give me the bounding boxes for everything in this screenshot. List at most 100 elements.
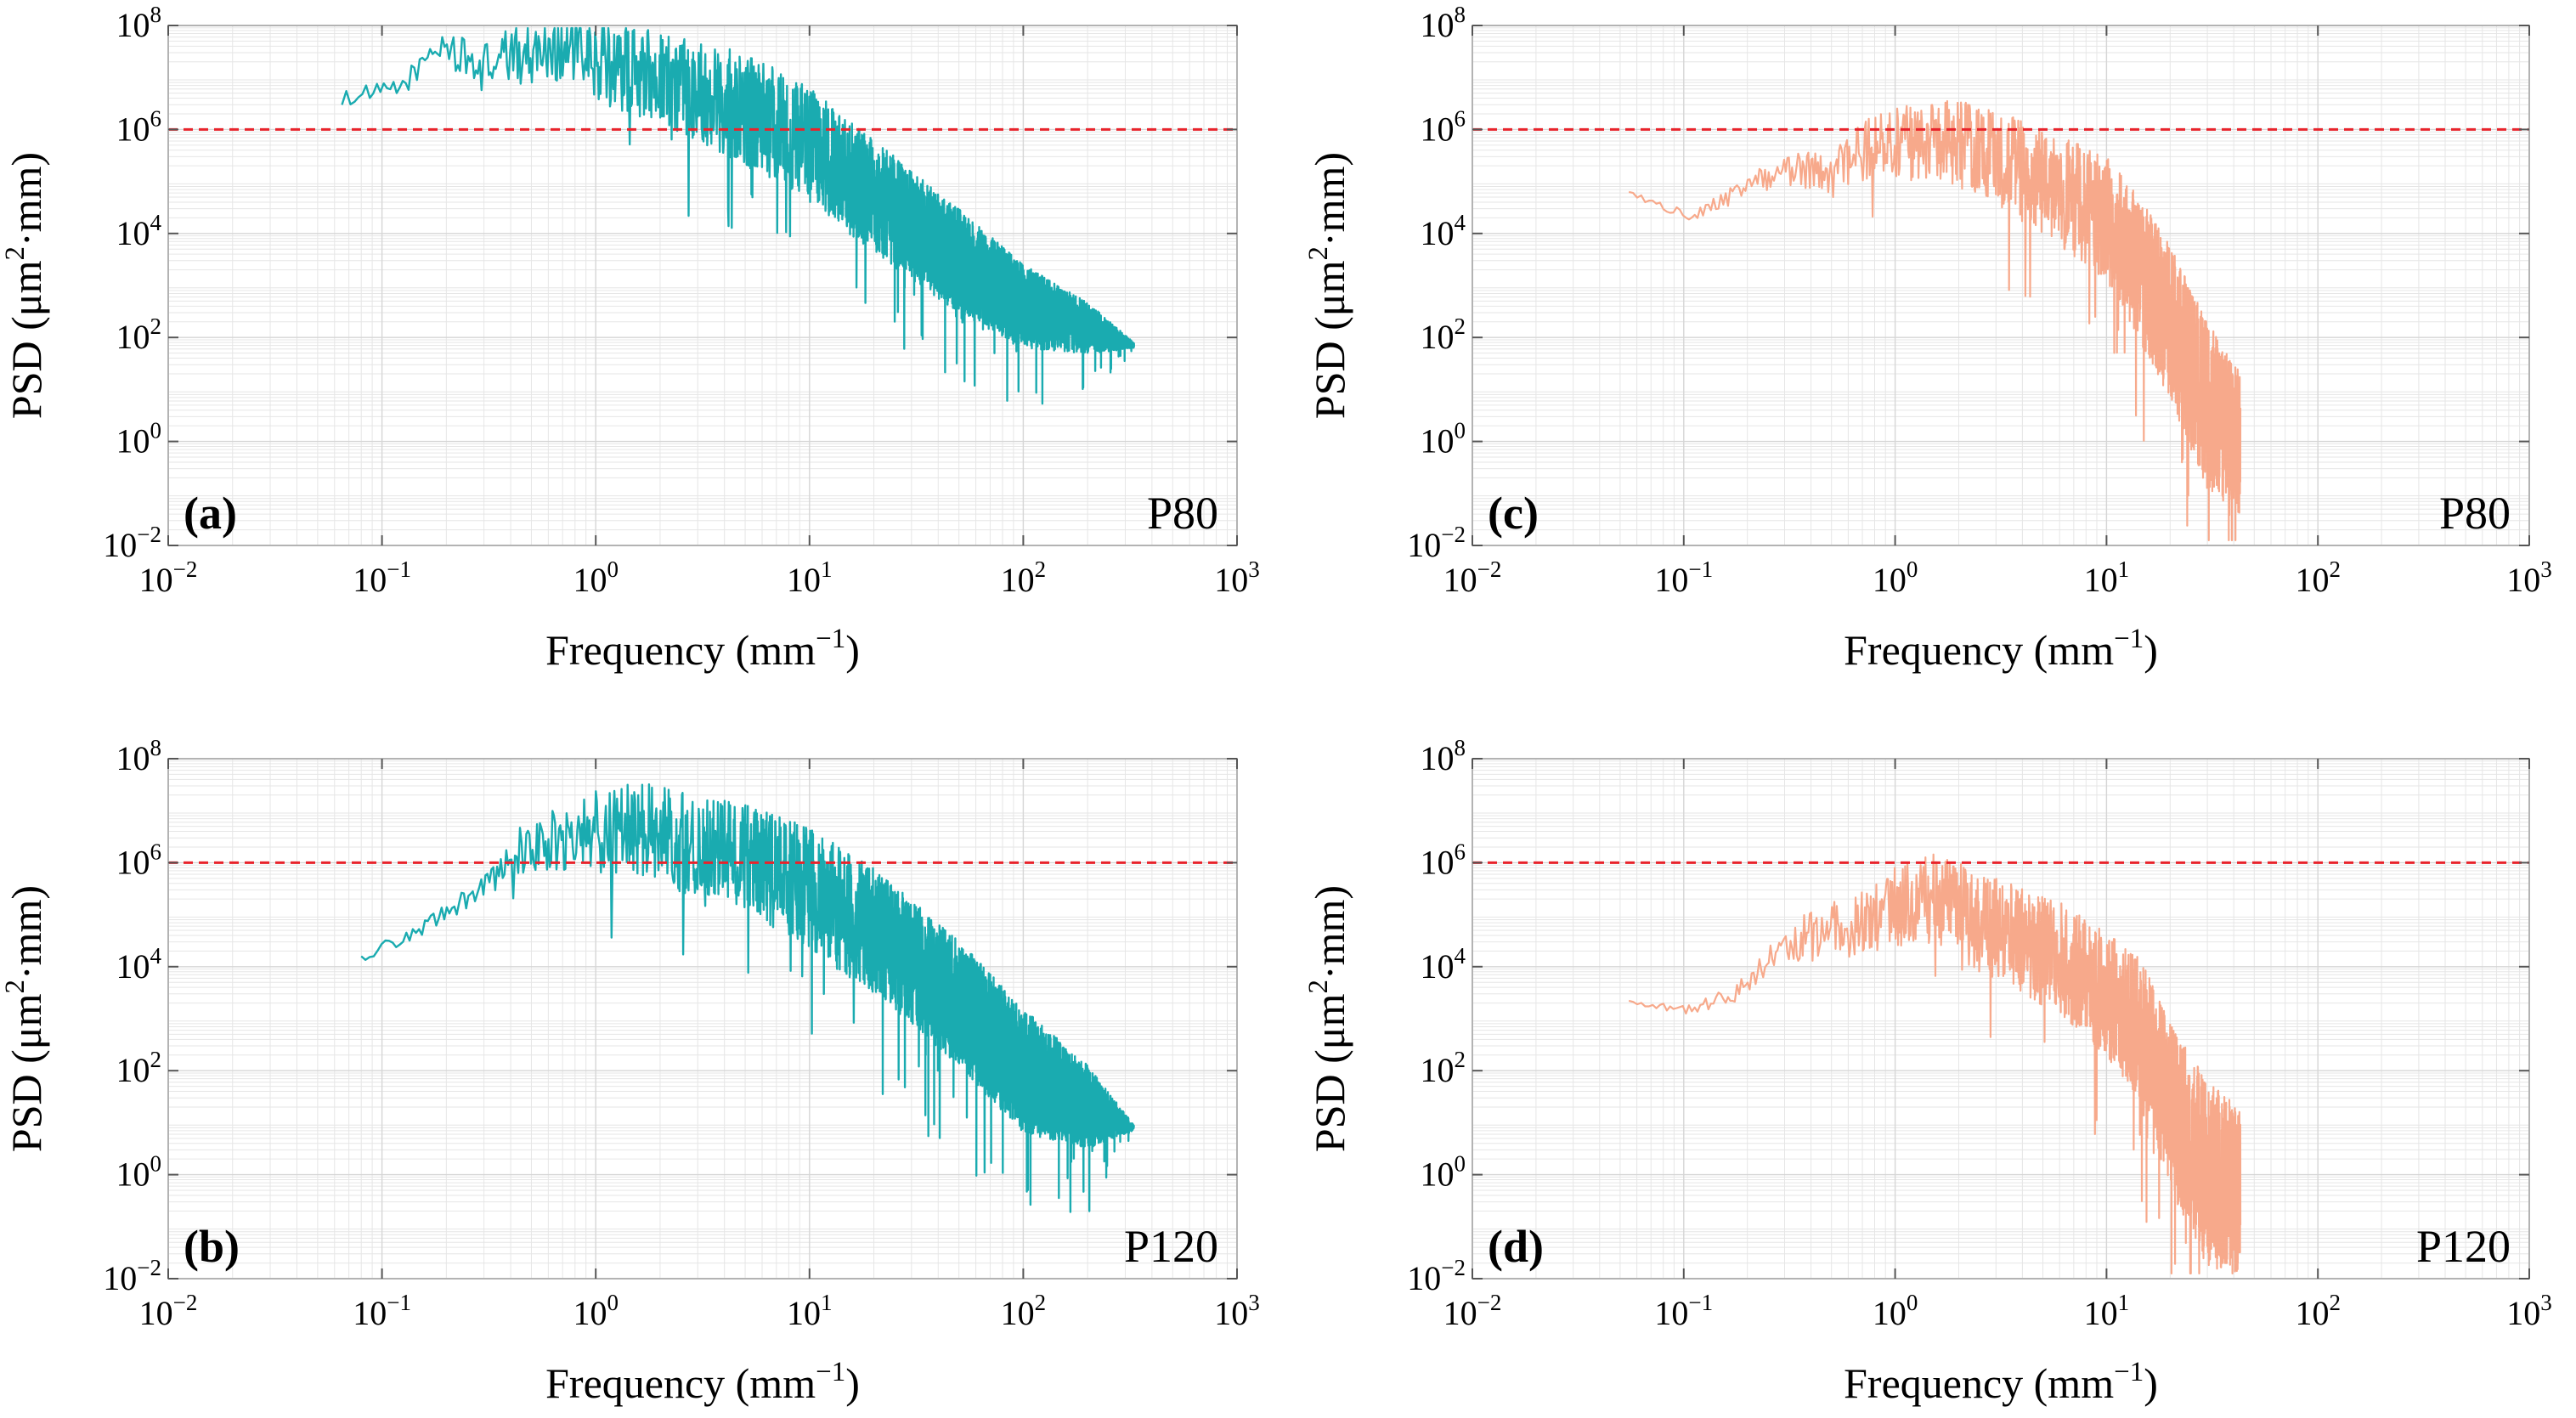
tick-base: 10 [1214, 1294, 1248, 1332]
tick-base: 10 [103, 1259, 137, 1297]
tick-exponent: −1 [1688, 556, 1713, 582]
tick-base: 10 [2084, 561, 2118, 599]
x-tick-label: 10−2 [139, 1290, 198, 1332]
tick-base: 10 [1407, 526, 1441, 564]
y-tick-label: 10−2 [1407, 522, 1466, 564]
tick-base: 10 [139, 561, 173, 599]
x-axis-label-text: Frequency (mm [1844, 626, 2114, 674]
tick-base: 10 [1421, 318, 1455, 356]
tick-exponent: 2 [2329, 1290, 2341, 1315]
x-tick-label: 102 [2295, 1290, 2341, 1332]
tick-base: 10 [1001, 561, 1035, 599]
tick-exponent: −2 [137, 1255, 161, 1280]
x-tick-label: 10−1 [1654, 1290, 1713, 1332]
y-tick-label: 104 [116, 210, 162, 252]
tick-base: 10 [116, 1051, 150, 1089]
tick-exponent: −1 [1688, 1290, 1713, 1315]
tick-exponent: 4 [150, 943, 162, 969]
tick-exponent: 2 [2329, 556, 2341, 582]
y-tick-label: 10−2 [1407, 1255, 1466, 1297]
psd-series-line [1628, 99, 2242, 542]
axes-frame [1472, 758, 2530, 1280]
tick-base: 10 [1421, 422, 1455, 460]
tick-base: 10 [787, 1294, 821, 1332]
x-axis-label-text: Frequency (mm [1844, 1359, 2114, 1407]
x-tick-label: 101 [787, 556, 833, 599]
tick-exponent: 3 [1248, 1290, 1260, 1315]
x-tick-label: 103 [2506, 556, 2552, 599]
tick-exponent: 8 [150, 735, 162, 760]
panel-d: 10−2 10−1 100 101 102 10310−2100102104106108F… [1303, 735, 2552, 1407]
x-tick-label: 103 [2506, 1290, 2552, 1332]
tick-exponent: 0 [1455, 418, 1466, 443]
tick-exponent: 0 [1455, 1151, 1466, 1177]
tick-base: 10 [1421, 1155, 1455, 1194]
tick-base: 10 [116, 422, 150, 460]
tick-base: 10 [787, 561, 821, 599]
y-axis-label-exponent: 2 [0, 980, 31, 994]
x-axis-label-exponent: −1 [2114, 624, 2144, 654]
tick-exponent: 6 [150, 839, 162, 864]
tick-base: 10 [103, 526, 137, 564]
y-tick-label: 102 [116, 1047, 162, 1089]
y-tick-label: 102 [1421, 314, 1466, 356]
tick-base: 10 [1214, 561, 1248, 599]
panel-label: (b) [184, 1221, 240, 1272]
y-tick-label: 100 [116, 1151, 162, 1194]
x-tick-label: 10−2 [1443, 1290, 1502, 1332]
tick-base: 10 [1001, 1294, 1035, 1332]
tick-exponent: 4 [1455, 210, 1466, 235]
y-tick-label: 108 [116, 2, 162, 44]
y-axis-label: PSD (μm2·mm) [0, 152, 50, 419]
tick-base: 10 [1654, 1294, 1688, 1332]
y-tick-label: 10−2 [103, 522, 161, 564]
y-tick-label: 100 [1421, 418, 1466, 460]
axes-frame [1472, 25, 2530, 546]
sample-label: P80 [2439, 488, 2511, 539]
y-axis-label: PSD (μm2·mm) [1303, 152, 1353, 419]
x-tick-label: 100 [1873, 1290, 1918, 1332]
tick-base: 10 [116, 947, 150, 986]
tick-base: 10 [1421, 739, 1455, 777]
x-tick-label: 100 [573, 1290, 619, 1332]
panel-c: 10−2 10−1 100 101 102 10310−2100102104106108F… [1303, 2, 2552, 674]
x-axis-label-exponent: −1 [816, 1357, 845, 1387]
tick-exponent: 3 [2540, 1290, 2552, 1315]
y-axis-label-text: PSD (μm [1306, 260, 1353, 419]
tick-base: 10 [1421, 214, 1455, 252]
tick-exponent: −2 [137, 522, 161, 547]
tick-exponent: 1 [2118, 1290, 2130, 1315]
tick-exponent: 8 [1455, 735, 1466, 760]
tick-base: 10 [1407, 1259, 1441, 1297]
tick-base: 10 [116, 214, 150, 252]
tick-exponent: 8 [150, 2, 162, 27]
tick-base: 10 [1443, 1294, 1477, 1332]
tick-exponent: −1 [387, 556, 411, 582]
tick-base: 10 [116, 318, 150, 356]
tick-exponent: 0 [150, 418, 162, 443]
tick-base: 10 [2295, 1294, 2329, 1332]
tick-exponent: −1 [387, 1290, 411, 1315]
x-tick-label: 102 [1001, 556, 1047, 599]
x-tick-label: 10−1 [353, 1290, 411, 1332]
y-axis-label-text: PSD (μm [3, 260, 50, 419]
tick-exponent: 2 [150, 1047, 162, 1072]
x-tick-label: 103 [1214, 1290, 1260, 1332]
y-axis-label: PSD (μm2·mm) [1303, 885, 1353, 1152]
tick-exponent: 3 [2540, 556, 2552, 582]
x-tick-label: 100 [573, 556, 619, 599]
tick-base: 10 [2506, 561, 2540, 599]
tick-base: 10 [1421, 1051, 1455, 1089]
x-tick-label: 101 [2084, 1290, 2130, 1332]
x-axis-label-text: Frequency (mm [545, 1359, 816, 1407]
y-tick-label: 106 [1421, 839, 1466, 881]
y-tick-label: 108 [1421, 2, 1466, 44]
y-tick-label: 104 [1421, 210, 1466, 252]
y-axis-label-exponent: 2 [1303, 980, 1334, 994]
y-axis-label-unit: ·mm) [3, 885, 50, 980]
tick-exponent: −2 [173, 1290, 198, 1315]
psd-series-line [360, 783, 1135, 1213]
sample-label: P120 [2416, 1221, 2511, 1272]
panel-label: (c) [1488, 488, 1539, 539]
